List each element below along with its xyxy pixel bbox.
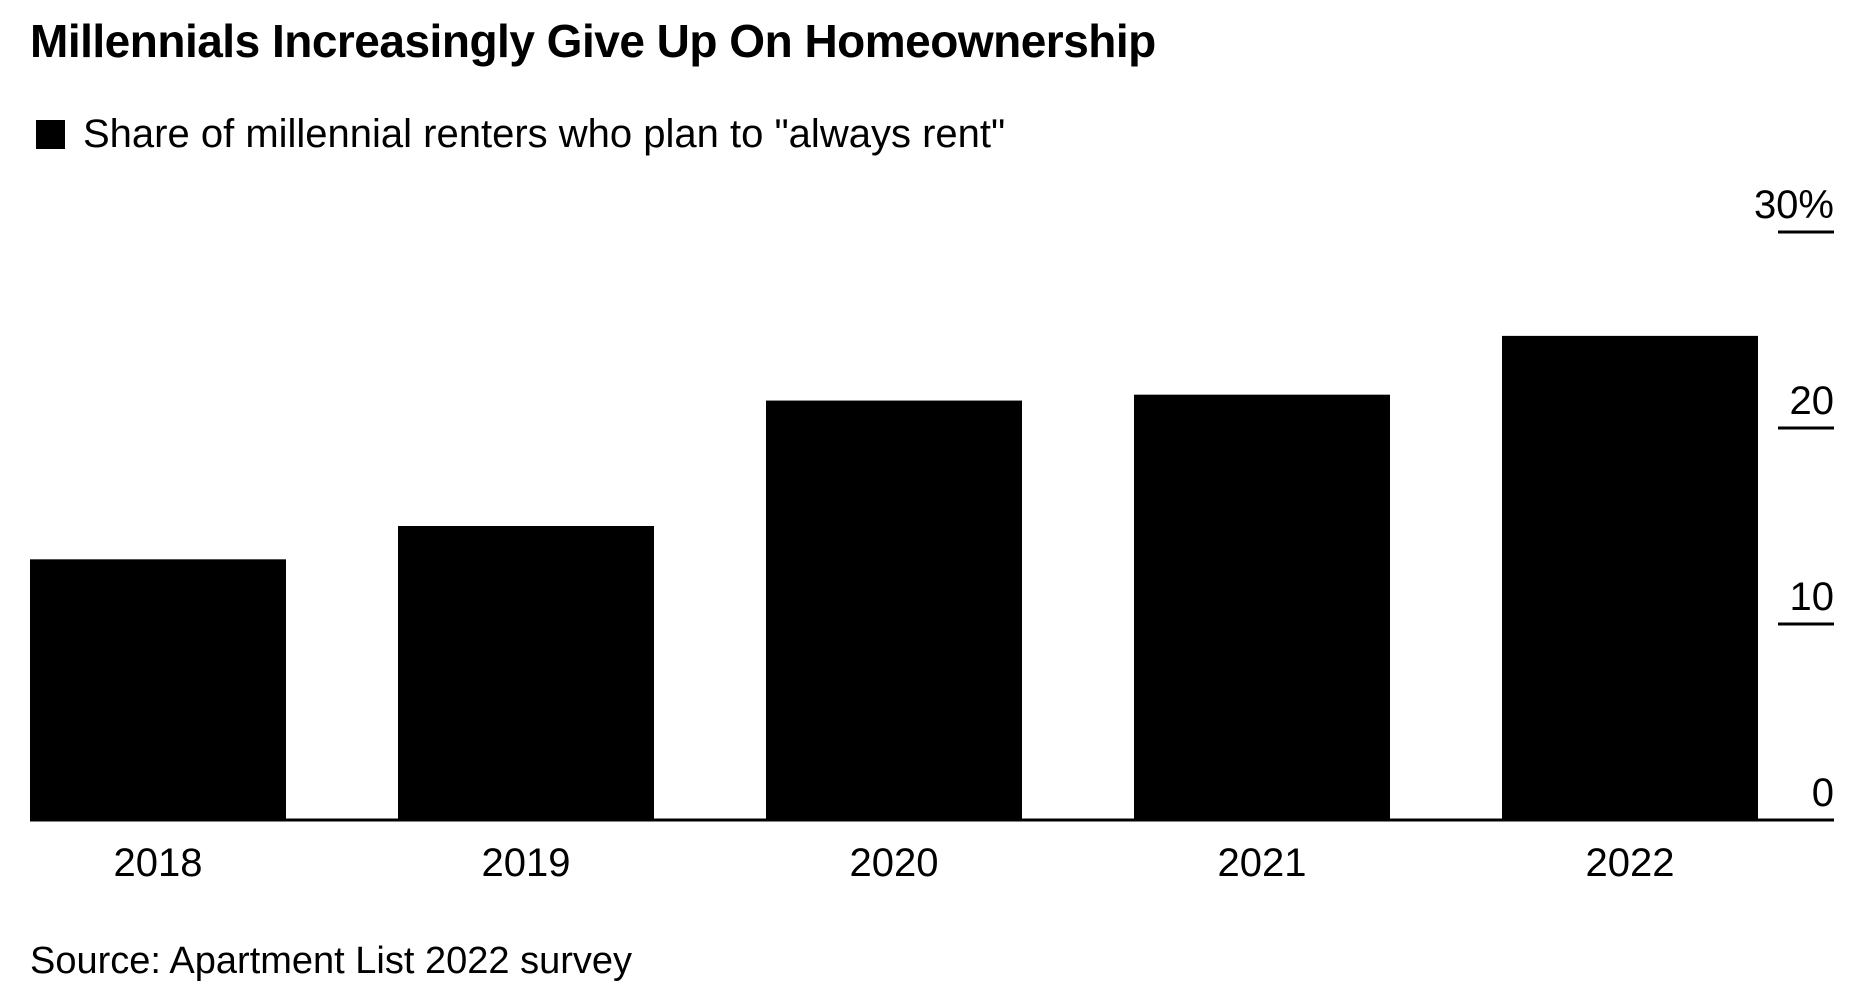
y-tick-label-20: 20 bbox=[1790, 379, 1835, 423]
bar-2021 bbox=[1134, 394, 1390, 820]
y-tick-label-0: 0 bbox=[1812, 771, 1834, 815]
bar-2020 bbox=[766, 400, 1022, 820]
y-tick-label-10: 10 bbox=[1790, 575, 1835, 619]
bar-2022 bbox=[1502, 335, 1758, 820]
x-tick-label-2021: 2021 bbox=[1218, 841, 1307, 885]
legend-label: Share of millennial renters who plan to … bbox=[83, 112, 1006, 156]
source-note: Source: Apartment List 2022 survey bbox=[30, 940, 632, 982]
chart-title: Millennials Increasingly Give Up On Home… bbox=[30, 15, 1156, 67]
x-tick-label-2019: 2019 bbox=[482, 841, 571, 885]
x-labels-group: 2018 2019 2020 2021 2022 bbox=[114, 841, 1675, 885]
x-tick-label-2022: 2022 bbox=[1586, 841, 1675, 885]
y-ticks-group: 0 10 20 30% bbox=[1754, 183, 1834, 815]
bar-2019 bbox=[398, 526, 654, 820]
x-tick-label-2018: 2018 bbox=[114, 841, 203, 885]
bars-group bbox=[30, 335, 1758, 820]
y-tick-label-30: 30% bbox=[1754, 183, 1834, 227]
bar-2018 bbox=[30, 559, 286, 820]
legend: Share of millennial renters who plan to … bbox=[36, 112, 1005, 157]
legend-swatch bbox=[36, 120, 65, 149]
x-tick-label-2020: 2020 bbox=[850, 841, 939, 885]
